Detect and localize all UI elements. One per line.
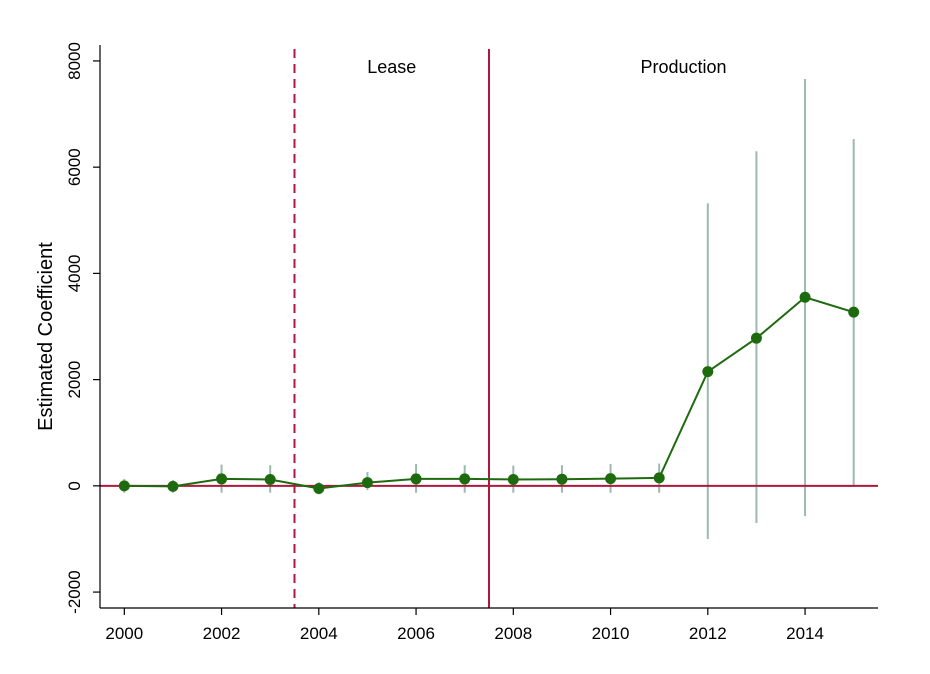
x-tick-label-2000: 2000 <box>105 624 143 643</box>
data-point-2007 <box>459 473 471 485</box>
x-tick-label-2014: 2014 <box>786 624 824 643</box>
data-point-2006 <box>410 473 422 485</box>
x-tick-label-2010: 2010 <box>592 624 630 643</box>
data-point-2012 <box>702 366 714 378</box>
x-tick-label-2004: 2004 <box>300 624 338 643</box>
data-point-2008 <box>507 473 519 485</box>
data-point-2004 <box>313 482 325 494</box>
x-tick-label-2002: 2002 <box>203 624 241 643</box>
data-point-2000 <box>118 480 130 492</box>
data-point-2015 <box>848 306 860 318</box>
data-point-2001 <box>167 480 179 492</box>
region-labels: Lease Production <box>367 57 726 77</box>
x-tick-label-2008: 2008 <box>494 624 532 643</box>
y-axis-title: Estimated Coefficient <box>35 242 57 431</box>
series-line <box>118 291 860 494</box>
reference-lines <box>100 49 878 608</box>
data-point-2003 <box>264 473 276 485</box>
data-point-2013 <box>750 332 762 344</box>
axes: 2000 2002 2004 2006 2008 2010 2012 2014 -2000 0 20… <box>65 42 878 643</box>
y-tick-label-4000: 4000 <box>65 254 84 292</box>
data-point-2005 <box>361 477 373 489</box>
x-tick-label-2006: 2006 <box>397 624 435 643</box>
y-tick-label-8000: 8000 <box>65 42 84 80</box>
region-label-production: Production <box>640 57 726 77</box>
data-point-2002 <box>216 473 228 485</box>
data-point-2010 <box>605 473 617 485</box>
data-point-2011 <box>653 472 665 484</box>
data-point-2014 <box>799 291 811 303</box>
y-tick-label-0: 0 <box>65 481 84 490</box>
series-polyline <box>124 296 854 490</box>
x-tick-label-2012: 2012 <box>689 624 727 643</box>
y-tick-label--2000: -2000 <box>65 570 84 613</box>
data-point-2009 <box>556 473 568 485</box>
y-tick-label-2000: 2000 <box>65 361 84 399</box>
y-tick-label-6000: 6000 <box>65 148 84 186</box>
region-label-lease: Lease <box>367 57 416 77</box>
